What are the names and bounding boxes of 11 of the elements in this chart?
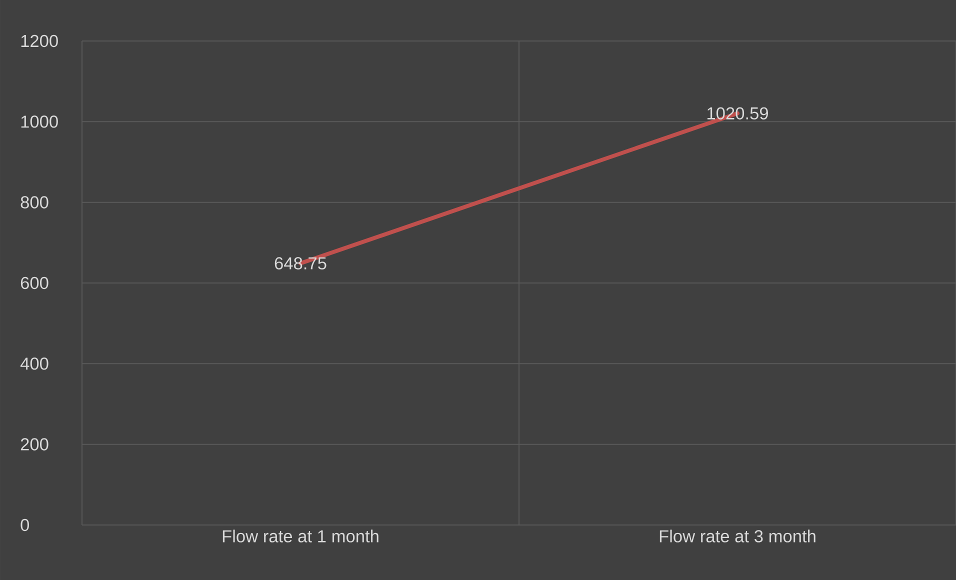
- x-tick-label: Flow rate at 3 month: [660, 530, 816, 542]
- data-label: 1020.59: [707, 107, 768, 120]
- y-tick-label: 1200: [21, 34, 58, 48]
- y-tick-label: 1000: [21, 116, 58, 128]
- data-label: 648.75: [274, 257, 326, 270]
- x-tick-label: Flow rate at 1 month: [222, 530, 378, 542]
- y-tick-label: 0: [20, 518, 30, 532]
- y-tick-label: 200: [20, 438, 48, 450]
- y-tick-label: 800: [20, 196, 48, 208]
- y-tick-label: 400: [20, 358, 48, 370]
- y-tick-label: 600: [20, 276, 48, 290]
